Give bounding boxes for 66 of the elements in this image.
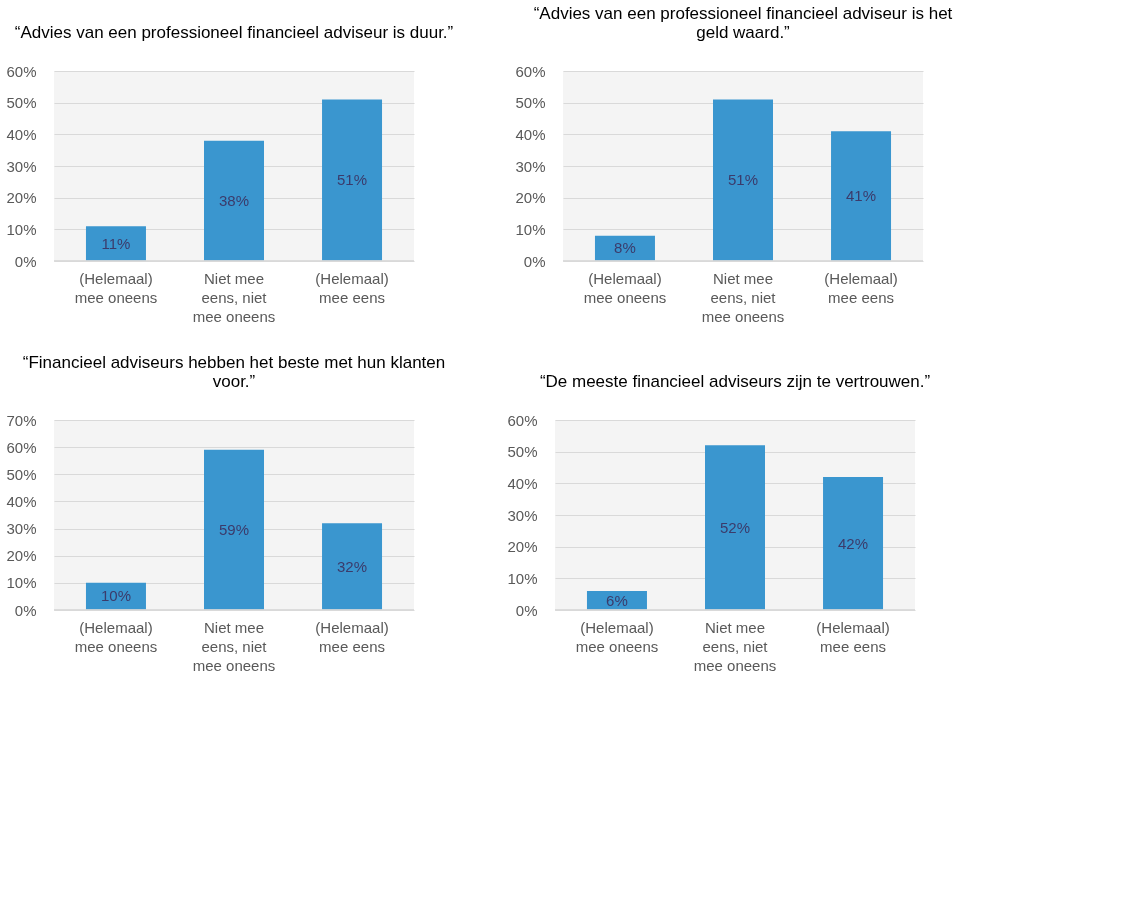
y-tick-label: 0% [14, 252, 37, 270]
data-label: 42% [838, 534, 869, 552]
bar [322, 523, 383, 610]
y-tick-label: 20% [515, 189, 546, 207]
data-label: 8% [614, 239, 636, 257]
data-label: 10% [100, 587, 131, 605]
y-tick-label: 60% [6, 438, 37, 456]
chart-title: “De meeste financieel adviseurs zijn te vertrouwen.” [539, 372, 931, 391]
data-label: 51% [337, 171, 368, 189]
data-label: 59% [218, 520, 250, 538]
y-tick-label: 10% [6, 220, 37, 238]
x-tick-label: Niet mee eens, niet mee oneens [701, 269, 785, 325]
y-tick-label: 0% [523, 252, 546, 270]
bar [322, 99, 383, 261]
y-tick-label: 10% [507, 569, 538, 587]
y-tick-label: 60% [6, 62, 37, 80]
y-tick-label: 40% [515, 125, 546, 143]
chart-title: “Advies van een professioneel financieel adviseur is duur.” [14, 23, 454, 42]
data-label: 6% [606, 591, 628, 609]
x-tick-label: (Helemaal) mee oneens [74, 269, 158, 306]
x-tick-label: (Helemaal) mee oneens [583, 269, 667, 306]
y-tick-label: 30% [507, 506, 538, 524]
data-label: 38% [218, 191, 250, 209]
y-tick-label: 30% [6, 520, 37, 538]
bar [85, 226, 146, 261]
bar [823, 477, 884, 610]
y-tick-label: 50% [507, 443, 538, 461]
bar [705, 445, 765, 610]
x-tick-label: (Helemaal) mee eens [824, 269, 898, 306]
y-tick-label: 40% [6, 125, 37, 143]
x-tick-label: (Helemaal) mee eens [816, 618, 890, 655]
bar [831, 131, 892, 261]
y-tick-label: 10% [6, 574, 37, 592]
y-tick-label: 10% [515, 220, 546, 238]
y-tick-label: 50% [6, 94, 37, 112]
y-tick-label: 60% [507, 411, 538, 429]
x-tick-label: Niet mee eens, niet mee oneens [693, 618, 777, 674]
y-tick-label: 0% [14, 601, 37, 619]
y-tick-label: 60% [515, 62, 546, 80]
y-tick-label: 40% [507, 474, 538, 492]
data-label: 51% [727, 171, 759, 189]
data-label: 41% [846, 187, 877, 205]
bar [713, 99, 773, 261]
y-tick-label: 20% [6, 189, 37, 207]
y-tick-label: 20% [6, 547, 37, 565]
chart-title: “Financieel adviseurs hebben het beste met hun klanten voor.” [22, 353, 446, 391]
data-label: 11% [101, 234, 131, 252]
x-tick-label: (Helemaal) mee oneens [74, 618, 158, 655]
chart-title: “Advies van een professioneel financieel adviseur is het geld waard.” [533, 4, 953, 42]
x-tick-label: Niet mee eens, niet mee oneens [192, 618, 276, 674]
y-tick-label: 50% [515, 94, 546, 112]
y-tick-label: 70% [6, 411, 37, 429]
x-tick-label: (Helemaal) mee eens [315, 618, 389, 655]
y-tick-label: 40% [6, 492, 37, 510]
y-tick-label: 30% [6, 157, 37, 175]
y-tick-label: 50% [6, 465, 37, 483]
bar [204, 449, 264, 610]
x-tick-label: (Helemaal) mee oneens [575, 618, 659, 655]
bar [204, 140, 264, 261]
x-tick-label: Niet mee eens, niet mee oneens [192, 269, 276, 325]
x-tick-label: (Helemaal) mee eens [315, 269, 389, 306]
y-tick-label: 0% [515, 601, 538, 619]
y-tick-label: 20% [507, 538, 538, 556]
y-tick-label: 30% [515, 157, 546, 175]
data-label: 32% [337, 557, 368, 575]
data-label: 52% [719, 518, 751, 536]
